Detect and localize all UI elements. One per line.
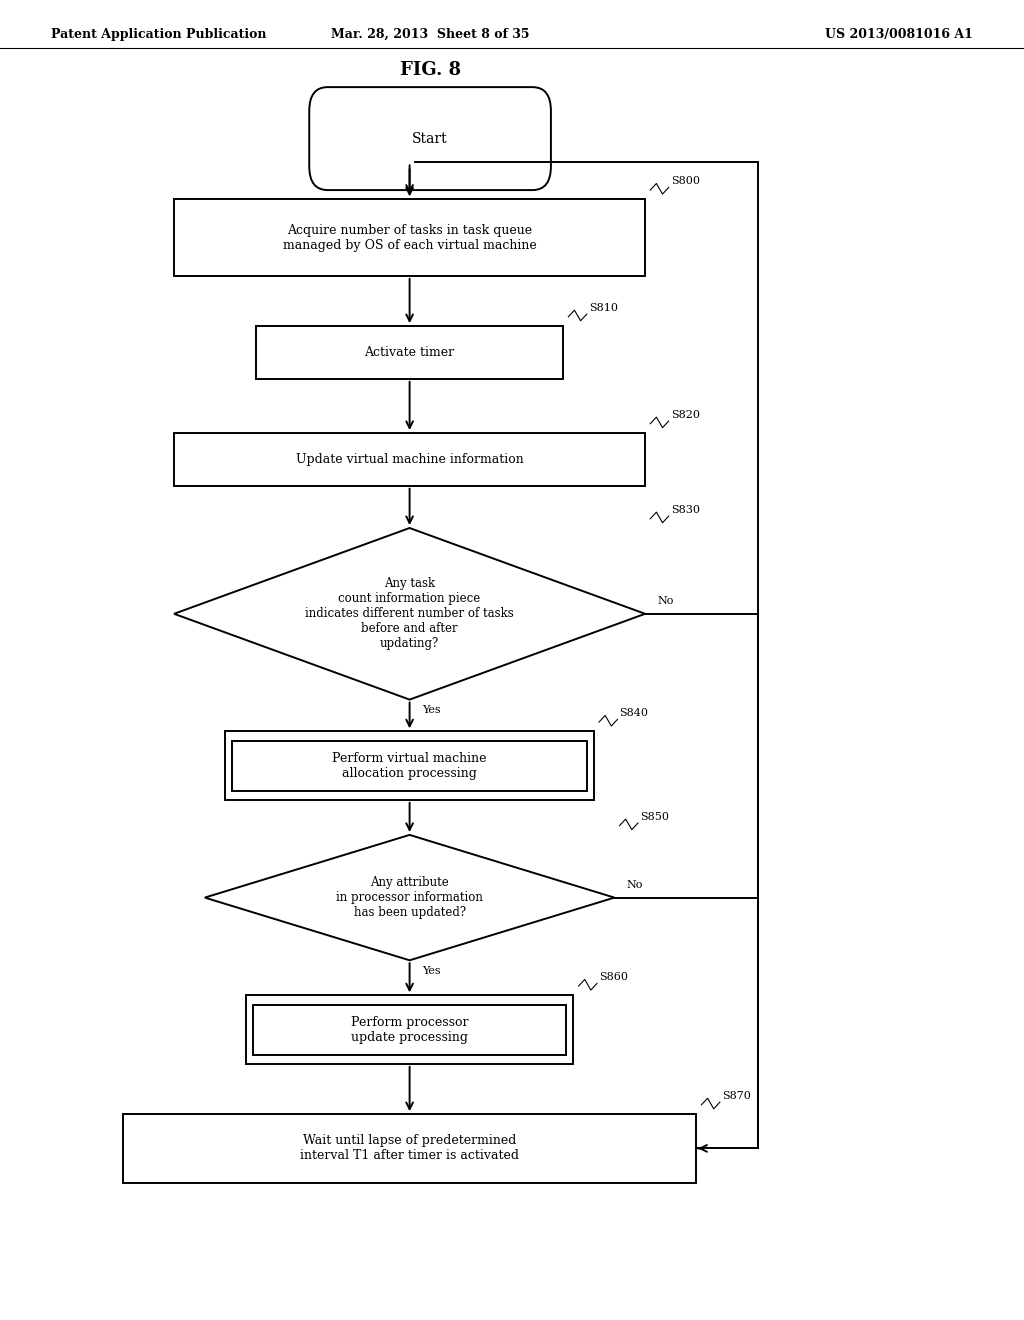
FancyBboxPatch shape <box>309 87 551 190</box>
Text: Mar. 28, 2013  Sheet 8 of 35: Mar. 28, 2013 Sheet 8 of 35 <box>331 28 529 41</box>
Text: S870: S870 <box>722 1090 751 1101</box>
Bar <box>225 731 594 800</box>
Bar <box>256 326 563 379</box>
Text: Acquire number of tasks in task queue
managed by OS of each virtual machine: Acquire number of tasks in task queue ma… <box>283 223 537 252</box>
Text: S830: S830 <box>671 504 699 515</box>
Text: S820: S820 <box>671 409 699 420</box>
Bar <box>123 1114 696 1183</box>
Text: Patent Application Publication: Patent Application Publication <box>51 28 266 41</box>
Text: No: No <box>657 595 674 606</box>
Text: Any task
count information piece
indicates different number of tasks
before and : Any task count information piece indicat… <box>305 577 514 651</box>
Text: Any attribute
in processor information
has been updated?: Any attribute in processor information h… <box>336 876 483 919</box>
Text: S860: S860 <box>599 972 628 982</box>
Bar <box>174 199 645 276</box>
Polygon shape <box>205 836 614 961</box>
Text: S850: S850 <box>640 812 669 821</box>
Text: Perform virtual machine
allocation processing: Perform virtual machine allocation proce… <box>333 751 486 780</box>
Text: Activate timer: Activate timer <box>365 346 455 359</box>
Text: Perform processor
update processing: Perform processor update processing <box>351 1015 468 1044</box>
Text: S800: S800 <box>671 176 699 186</box>
Text: No: No <box>627 879 643 890</box>
Text: Yes: Yes <box>422 966 440 975</box>
Text: US 2013/0081016 A1: US 2013/0081016 A1 <box>825 28 973 41</box>
Text: Update virtual machine information: Update virtual machine information <box>296 453 523 466</box>
Text: Yes: Yes <box>422 705 440 715</box>
Text: S810: S810 <box>589 302 617 313</box>
Text: Wait until lapse of predetermined
interval T1 after timer is activated: Wait until lapse of predetermined interv… <box>300 1134 519 1163</box>
Bar <box>174 433 645 486</box>
Text: Start: Start <box>413 132 447 145</box>
Polygon shape <box>174 528 645 700</box>
Bar <box>253 1005 566 1055</box>
Text: FIG. 8: FIG. 8 <box>399 61 461 79</box>
Bar <box>232 741 587 791</box>
Text: S840: S840 <box>620 708 648 718</box>
Bar <box>246 995 573 1064</box>
